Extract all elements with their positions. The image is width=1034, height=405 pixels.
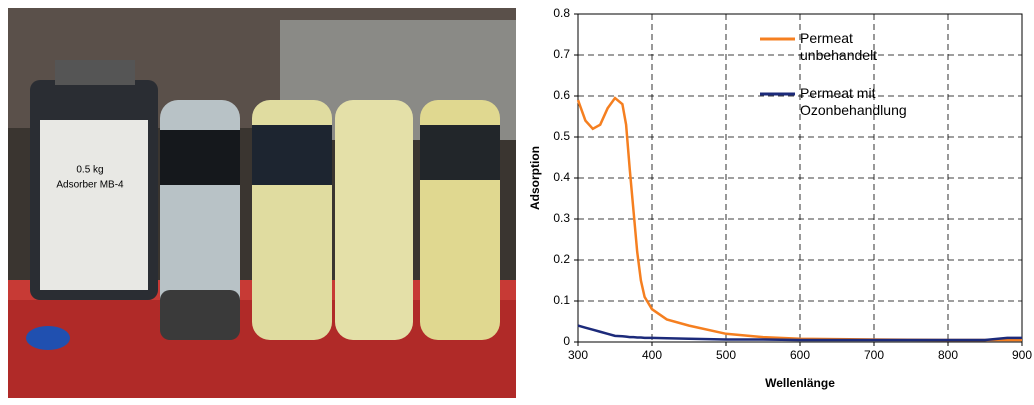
x-tick-label: 600 [790, 348, 810, 362]
svg-text:0.5 kg: 0.5 kg [76, 165, 103, 176]
x-tick-label: 700 [864, 348, 884, 362]
x-tick-label: 800 [938, 348, 958, 362]
svg-text:Adsorber MB-4: Adsorber MB-4 [56, 180, 124, 191]
y-tick-label: 0.6 [553, 88, 570, 102]
y-tick-label: 0.3 [553, 211, 570, 225]
y-tick-label: 0.7 [553, 47, 570, 61]
page: 0.5 kg Adsorber MB-4 0 0.1 0.2 0.3 0.4 0.5 0.6… [0, 0, 1034, 405]
x-tick-label: 300 [568, 348, 588, 362]
y-tick-label: 0.8 [553, 6, 570, 20]
x-axis-label: Wellenlänge [765, 376, 835, 390]
y-axis-label: Adsorption [528, 146, 542, 210]
y-tick-label: 0.5 [553, 129, 570, 143]
legend-label: Permeat mit Ozonbehandlung [800, 85, 920, 119]
y-tick-label: 0.2 [553, 252, 570, 266]
y-tick-label: 0.1 [553, 293, 570, 307]
x-tick-label: 400 [642, 348, 662, 362]
photo: 0.5 kg Adsorber MB-4 [8, 8, 516, 398]
x-tick-label: 500 [716, 348, 736, 362]
x-tick-label: 900 [1012, 348, 1032, 362]
y-tick-label: 0.4 [553, 170, 570, 184]
legend-label: Permeat unbehandelt [800, 30, 920, 64]
y-tick-label: 0 [563, 334, 570, 348]
